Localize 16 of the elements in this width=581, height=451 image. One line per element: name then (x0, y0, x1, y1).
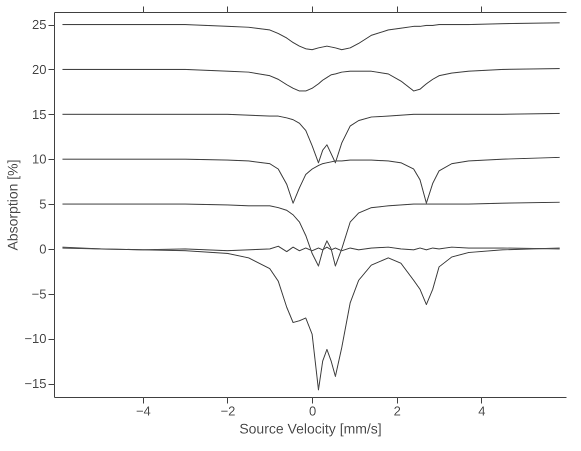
y-tick-label: 5 (39, 196, 46, 212)
x-tick-label: 4 (478, 404, 486, 418)
x-tick-label: 2 (394, 404, 401, 418)
y-tick-label: −10 (24, 331, 46, 346)
y-tick-label: 20 (32, 62, 46, 77)
y-tick-label: −15 (24, 376, 46, 392)
x-tick-label: −2 (220, 404, 236, 418)
y-tick-label: 10 (32, 152, 46, 167)
y-tick-label: 25 (32, 17, 46, 32)
x-tick-label: −4 (136, 404, 151, 418)
y-tick-label: 0 (39, 241, 46, 256)
y-tick-label: 15 (32, 106, 46, 122)
x-tick-label: 0 (309, 404, 316, 418)
y-axis-title: Absorption [%] (4, 159, 20, 251)
x-axis-title: Source Velocity [mm/s] (239, 420, 382, 436)
y-tick-label: −5 (32, 286, 46, 302)
